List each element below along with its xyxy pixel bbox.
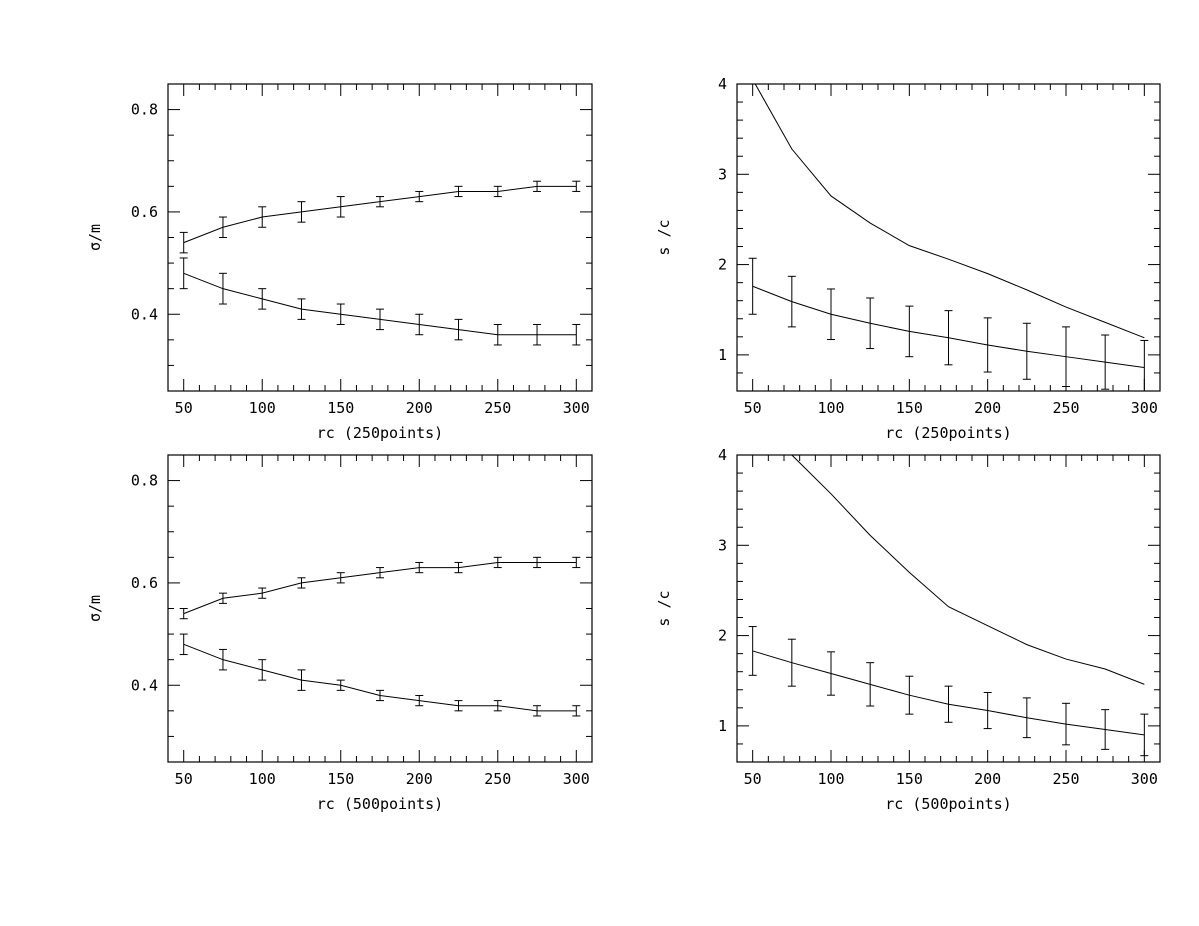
plot-area [748,455,1149,757]
y-tick-label: 0.8 [131,472,158,490]
x-tick-label: 250 [1052,399,1079,417]
y-tick-label: 2 [718,627,727,645]
y-tick-label: 1 [718,717,727,735]
series-1-line [183,185,577,244]
plot-area [179,556,581,717]
y-tick-label: 0.8 [131,101,158,119]
plot-area [179,180,581,346]
x-tick-label: 200 [406,399,433,417]
x-tick-label: 150 [327,399,354,417]
x-axis-title: rc (250points) [885,424,1011,442]
x-tick-label: 100 [817,770,844,788]
x-tick-label: 300 [563,770,590,788]
y-axis-title: σ/m [86,595,104,622]
x-tick-label: 250 [484,770,511,788]
plot-area [748,84,1149,391]
x-tick-label: 50 [175,770,193,788]
plot-frame [167,454,593,763]
x-tick-label: 200 [406,770,433,788]
panel-top-left: 50 100 150 200 250 300 0.4 0.6 0.8 rc (250points)… [86,83,593,442]
x-tick-label: 50 [175,399,193,417]
x-tick-label: 150 [327,770,354,788]
panel-top-right: 50 100 150 200 250 300 1 2 3 4 rc (250points) s /c [655,75,1161,442]
x-tick-label: 300 [1131,399,1158,417]
y-tick-label: 3 [718,536,727,554]
series-1-line [754,84,1145,339]
y-axis-title: s /c [655,590,673,626]
x-tick-label: 200 [974,399,1001,417]
x-tick-label: 200 [974,770,1001,788]
y-tick-label: 0.4 [131,676,158,694]
x-tick-label: 150 [896,770,923,788]
plot-frame [736,83,1161,392]
y-tick-label: 4 [718,75,727,93]
x-tick-label: 250 [1052,770,1079,788]
x-tick-label: 100 [249,770,276,788]
plot-frame [736,454,1161,763]
series-1-line [791,455,1145,685]
y-tick-label: 0.4 [131,305,158,323]
x-tick-label: 100 [249,399,276,417]
y-tick-label: 2 [718,256,727,274]
x-tick-label: 100 [817,399,844,417]
y-axis-title: σ/m [86,224,104,251]
y-tick-label: 0.6 [131,574,158,592]
x-axis-title: rc (500points) [317,795,443,813]
y-tick-label: 4 [718,446,727,464]
x-tick-label: 300 [563,399,590,417]
y-axis-title: s /c [655,219,673,255]
x-axis-title: rc (250points) [317,424,443,442]
y-tick-label: 3 [718,165,727,183]
x-tick-label: 50 [744,770,762,788]
y-tick-label: 0.6 [131,203,158,221]
x-tick-label: 150 [896,399,923,417]
panel-bottom-right: 50 100 150 200 250 300 1 2 3 4 rc (500points) s /c [655,446,1161,813]
x-axis-title: rc (500points) [885,795,1011,813]
plot-frame [167,83,593,392]
y-tick-label: 1 [718,346,727,364]
x-tick-label: 300 [1131,770,1158,788]
x-tick-label: 50 [744,399,762,417]
panel-bottom-left: 50 100 150 200 250 300 0.4 0.6 0.8 rc (500points)… [86,454,593,813]
x-tick-label: 250 [484,399,511,417]
